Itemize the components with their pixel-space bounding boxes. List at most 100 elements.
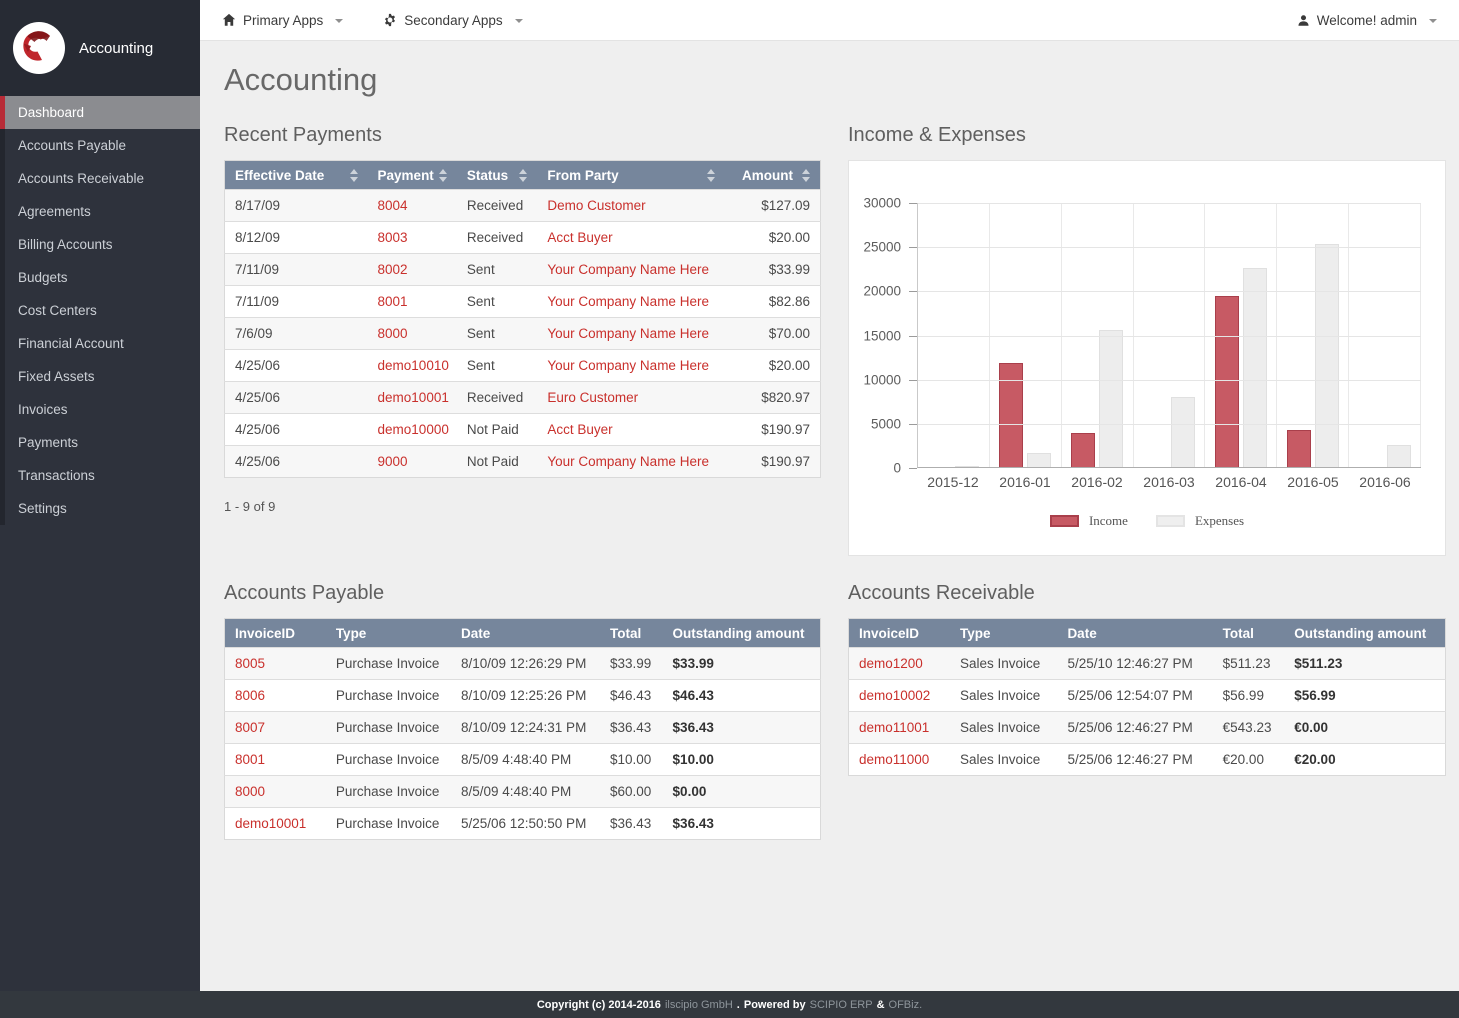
party-link[interactable]: Acct Buyer: [547, 422, 613, 437]
table-cell: 5/25/06 12:46:27 PM: [1057, 743, 1213, 776]
table-row: 8001 Purchase Invoice 8/5/09 4:48:40 PM $10…: [224, 743, 821, 776]
sidebar-item-transactions[interactable]: Transactions: [0, 459, 200, 492]
primary-apps-label: Primary Apps: [243, 12, 324, 28]
invoice-link[interactable]: demo11000: [859, 752, 930, 767]
outstanding-amount-value: $0.00: [672, 784, 707, 799]
footer-scipio-link[interactable]: SCIPIO ERP: [809, 998, 873, 1011]
invoice-link[interactable]: 8001: [235, 752, 266, 767]
secondary-apps-menu[interactable]: Secondary Apps: [383, 13, 523, 28]
user-menu[interactable]: Welcome! admin: [1297, 13, 1437, 28]
home-icon: [222, 13, 236, 27]
party-link[interactable]: Demo Customer: [547, 198, 646, 213]
table-cell: 8007: [224, 711, 326, 744]
column-header-label: Amount: [742, 167, 793, 183]
payment-link[interactable]: demo10000: [377, 422, 449, 437]
sort-arrows-icon[interactable]: [438, 168, 447, 182]
invoice-link[interactable]: demo11001: [859, 720, 930, 735]
table-cell: Acct Buyer: [537, 413, 726, 446]
column-header-label: Status: [466, 167, 509, 183]
y-axis-tick: [909, 291, 917, 293]
party-link[interactable]: Acct Buyer: [547, 230, 613, 245]
column-header[interactable]: Effective Date: [224, 160, 368, 190]
column-header-label: Outstanding amount: [1294, 625, 1427, 641]
column-header-label: Date: [1067, 625, 1097, 641]
invoice-link[interactable]: demo10001: [235, 816, 307, 831]
y-axis-tick-label: 15000: [863, 328, 901, 343]
sidebar-item-cost-centers[interactable]: Cost Centers: [0, 294, 200, 327]
sort-arrows-icon[interactable]: [707, 168, 716, 182]
party-link[interactable]: Your Company Name Here: [547, 262, 709, 277]
chart-plot-area: [917, 203, 1422, 468]
sidebar-item-budgets[interactable]: Budgets: [0, 261, 200, 294]
payment-link[interactable]: 8000: [377, 326, 408, 341]
column-header[interactable]: Amount: [725, 160, 821, 190]
table-cell: demo1200: [848, 647, 950, 680]
party-link[interactable]: Your Company Name Here: [547, 454, 709, 469]
app-brand[interactable]: Accounting: [0, 0, 200, 96]
table-cell: demo10001: [224, 807, 326, 840]
invoice-link[interactable]: demo1200: [859, 656, 923, 671]
x-axis-tick-label: 2016-05: [1287, 474, 1339, 490]
table-row: 8007 Purchase Invoice 8/10/09 12:24:31 PM $…: [224, 711, 821, 744]
payment-link[interactable]: demo10010: [377, 358, 449, 373]
payment-link[interactable]: 8004: [377, 198, 408, 213]
payment-link[interactable]: 9000: [377, 454, 408, 469]
column-header-label: Outstanding amount: [672, 625, 805, 641]
y-axis-tick: [909, 203, 917, 204]
sidebar-item-billing-accounts[interactable]: Billing Accounts: [0, 228, 200, 261]
legend-label: Income: [1088, 513, 1128, 528]
invoice-link[interactable]: 8000: [235, 784, 266, 799]
sidebar-item-payments[interactable]: Payments: [0, 426, 200, 459]
payment-link[interactable]: 8003: [377, 230, 408, 245]
footer-ofbiz-link[interactable]: OFBiz.: [888, 998, 923, 1011]
table-cell: Sent: [456, 349, 538, 382]
column-header[interactable]: Payment: [367, 160, 457, 190]
column-header: Date: [450, 618, 600, 648]
sidebar-item-settings[interactable]: Settings: [0, 492, 200, 525]
table-cell: Your Company Name Here: [537, 445, 726, 478]
table-cell: $10.00: [599, 743, 663, 776]
table-cell: Demo Customer: [537, 189, 726, 222]
party-link[interactable]: Your Company Name Here: [547, 358, 709, 373]
sidebar-item-agreements[interactable]: Agreements: [0, 195, 200, 228]
sidebar-item-fixed-assets[interactable]: Fixed Assets: [0, 360, 200, 393]
party-link[interactable]: Your Company Name Here: [547, 294, 709, 309]
sidebar-item-financial-account[interactable]: Financial Account: [0, 327, 200, 360]
payment-link[interactable]: demo10001: [377, 390, 449, 405]
table-cell: Received: [456, 381, 538, 414]
payment-link[interactable]: 8001: [377, 294, 408, 309]
primary-apps-menu[interactable]: Primary Apps: [222, 12, 344, 28]
sort-arrows-icon[interactable]: [349, 168, 358, 182]
column-header: Type: [325, 618, 451, 648]
invoice-link[interactable]: 8007: [235, 720, 266, 735]
party-link[interactable]: Euro Customer: [547, 390, 639, 405]
invoice-link[interactable]: 8005: [235, 656, 266, 671]
invoice-link[interactable]: demo10002: [859, 688, 931, 703]
table-cell: €20.00: [1284, 743, 1446, 776]
sidebar-item-accounts-receivable[interactable]: Accounts Receivable: [0, 162, 200, 195]
sidebar-item-accounts-payable[interactable]: Accounts Payable: [0, 129, 200, 162]
table-cell: 5/25/06 12:54:07 PM: [1057, 679, 1213, 712]
table-row: 4/25/06 demo10001 Received Euro Customer $82…: [224, 381, 821, 414]
table-cell: $36.43: [662, 807, 821, 840]
party-link[interactable]: Your Company Name Here: [547, 326, 709, 341]
sidebar-item-dashboard[interactable]: Dashboard: [0, 96, 200, 129]
sort-arrows-icon[interactable]: [802, 168, 810, 182]
column-header[interactable]: Status: [456, 160, 538, 190]
outstanding-amount-value: €20.00: [1294, 752, 1336, 767]
top-navbar: Primary Apps Secondary Apps Welcome! adm…: [200, 0, 1459, 41]
table-cell: $20.00: [725, 349, 821, 382]
sidebar-item-invoices[interactable]: Invoices: [0, 393, 200, 426]
column-header[interactable]: From Party: [537, 160, 726, 190]
footer-company-link[interactable]: ilscipio GmbH: [664, 998, 733, 1011]
outstanding-amount-value: $511.23: [1294, 656, 1343, 671]
payment-link[interactable]: 8002: [377, 262, 408, 277]
bar-expenses-2016-03: [1171, 397, 1195, 467]
sort-arrows-icon[interactable]: [519, 168, 528, 182]
outstanding-amount-value: $36.43: [672, 720, 714, 735]
legend-entry-expenses: Expenses: [1155, 513, 1244, 529]
outstanding-amount-value: $46.43: [672, 688, 714, 703]
table-cell: $33.99: [599, 647, 663, 680]
invoice-link[interactable]: 8006: [235, 688, 266, 703]
table-cell: $190.97: [725, 445, 821, 478]
